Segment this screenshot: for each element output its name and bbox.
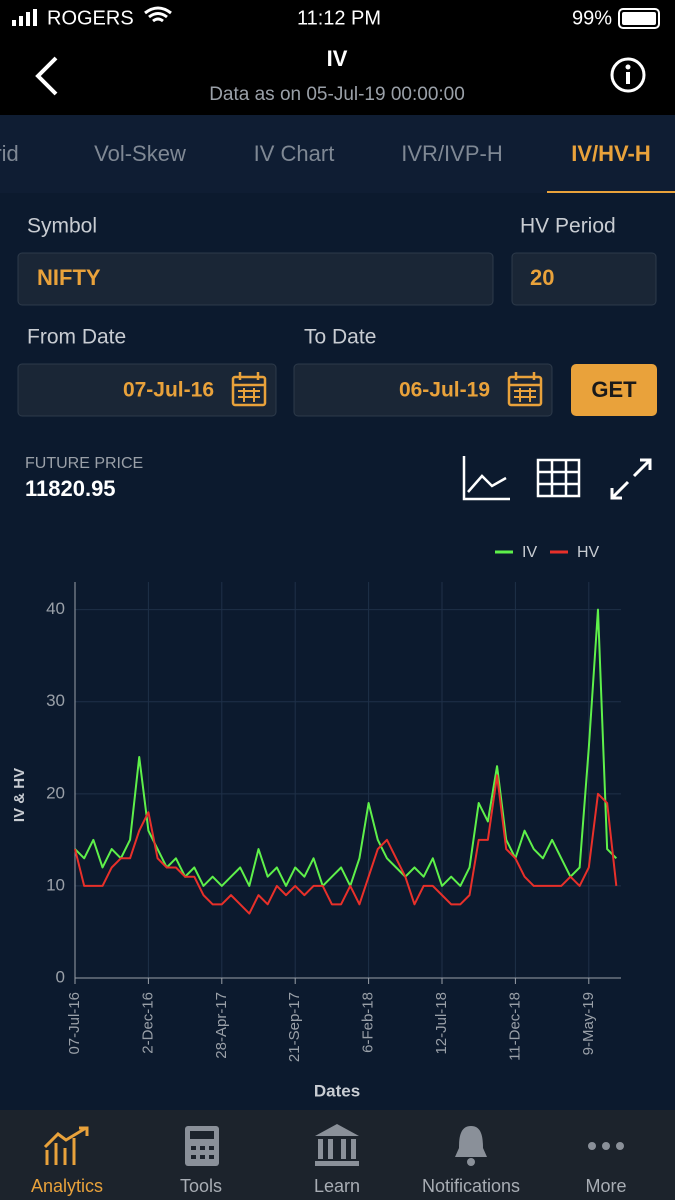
x-tick-label: 12-Jul-18	[433, 992, 450, 1055]
nav-label[interactable]: More	[585, 1176, 626, 1196]
carrier: ROGERS	[47, 7, 134, 29]
tab[interactable]: Grid	[0, 141, 19, 166]
info-button[interactable]	[610, 57, 646, 93]
line-chart-icon[interactable]	[462, 456, 510, 501]
x-tick-label: 28-Apr-17	[213, 992, 230, 1059]
expand-icon[interactable]	[610, 458, 652, 500]
future-price-value: 11820.95	[25, 476, 116, 501]
from-date-value: 07-Jul-16	[123, 379, 214, 402]
x-tick-label: 9-May-19	[580, 992, 597, 1055]
battery-icon	[618, 8, 660, 29]
get-button-label: GET	[591, 377, 637, 402]
nav-label[interactable]: Tools	[180, 1176, 222, 1196]
header-subtitle: Data as on 05-Jul-19 00:00:00	[209, 84, 465, 105]
x-tick-label: 21-Sep-17	[286, 992, 303, 1062]
top-bar	[0, 0, 675, 115]
more-icon[interactable]	[588, 1142, 624, 1150]
back-button[interactable]	[35, 56, 58, 96]
nav-label[interactable]: Notifications	[422, 1176, 520, 1196]
symbol-label: Symbol	[27, 215, 97, 238]
tab[interactable]: Vol-Skew	[94, 141, 186, 166]
tab-underline	[547, 191, 675, 193]
y-tick-label: 30	[46, 691, 65, 710]
x-tick-label: 2-Dec-16	[139, 992, 156, 1054]
legend-label: IV	[522, 544, 537, 561]
x-tick-label: 11-Dec-18	[506, 992, 523, 1061]
y-tick-label: 20	[46, 783, 65, 802]
y-tick-label: 40	[46, 599, 65, 618]
legend-label: HV	[577, 544, 600, 561]
signal-icon	[12, 9, 37, 26]
y-tick-label: 10	[46, 875, 65, 894]
tab-bar	[0, 115, 675, 193]
hv-period-label: HV Period	[520, 215, 616, 238]
learn-icon[interactable]	[315, 1124, 359, 1166]
nav-label[interactable]: Learn	[314, 1176, 360, 1196]
tab[interactable]: IV/HV-H	[571, 141, 650, 166]
table-icon[interactable]	[536, 458, 581, 498]
to-date-value: 06-Jul-19	[399, 379, 490, 402]
to-date-label: To Date	[304, 326, 376, 349]
x-axis-title: Dates	[314, 1081, 360, 1100]
notifications-icon[interactable]	[455, 1126, 487, 1166]
series-line	[74, 774, 618, 915]
to-date-input[interactable]	[293, 363, 553, 417]
tab[interactable]: IVR/IVP-H	[401, 141, 502, 166]
nav-label[interactable]: Analytics	[31, 1176, 103, 1196]
series-line	[74, 608, 618, 887]
future-price-label: FUTURE PRICE	[25, 455, 143, 472]
from-date-label: From Date	[27, 326, 126, 349]
calendar-icon[interactable]	[231, 372, 267, 407]
hv-period-value: 20	[530, 265, 554, 290]
x-tick-label: 07-Jul-16	[66, 992, 83, 1055]
tab[interactable]: IV Chart	[254, 141, 335, 166]
x-tick-label: 6-Feb-18	[360, 992, 377, 1053]
analytics-icon[interactable]	[43, 1126, 89, 1165]
y-tick-label: 0	[56, 967, 65, 986]
wifi-icon	[144, 6, 172, 23]
tools-icon[interactable]	[185, 1126, 219, 1166]
y-axis-title: IV & HV	[11, 768, 28, 822]
calendar-icon[interactable]	[507, 372, 543, 407]
symbol-input[interactable]	[17, 252, 494, 306]
battery-level	[622, 12, 656, 25]
header-title: IV	[327, 46, 348, 71]
battery-text: 99%	[572, 7, 612, 29]
get-button[interactable]	[571, 364, 657, 416]
symbol-value: NIFTY	[37, 265, 101, 290]
time: 11:12 PM	[297, 7, 381, 29]
hv-period-input[interactable]	[511, 252, 657, 306]
from-date-input[interactable]	[17, 363, 277, 417]
